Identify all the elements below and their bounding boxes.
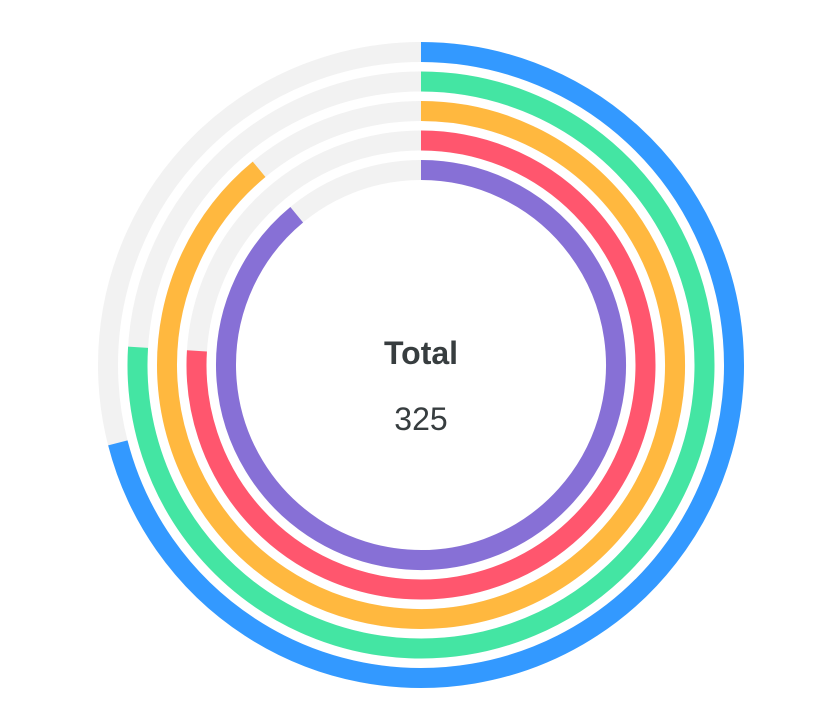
radial-bar-3[interactable] xyxy=(157,101,685,629)
bars-layer xyxy=(108,42,744,688)
total-value: 325 xyxy=(394,401,447,437)
radial-bar-4[interactable] xyxy=(186,130,656,600)
total-label: Total xyxy=(384,335,458,371)
radial-bar-1[interactable] xyxy=(108,42,744,688)
radial-bar-5[interactable] xyxy=(216,160,626,570)
radial-bar-2[interactable] xyxy=(127,71,715,659)
